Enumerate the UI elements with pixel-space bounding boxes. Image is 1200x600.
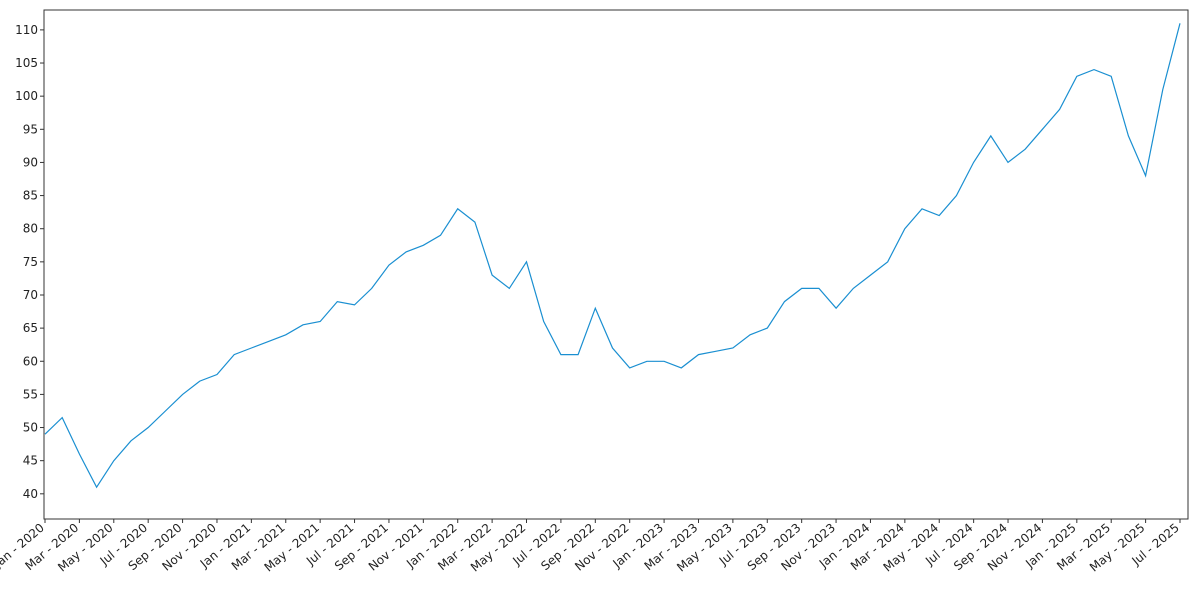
y-tick-label: 65 xyxy=(23,321,38,335)
y-tick-label: 105 xyxy=(15,56,38,70)
y-tick-label: 40 xyxy=(23,487,38,501)
y-tick-label: 70 xyxy=(23,288,38,302)
y-tick-label: 55 xyxy=(23,387,38,401)
y-tick-label: 45 xyxy=(23,454,38,468)
y-tick-label: 110 xyxy=(15,23,38,37)
y-tick-label: 90 xyxy=(23,155,38,169)
y-tick-label: 95 xyxy=(23,122,38,136)
y-tick-label: 80 xyxy=(23,222,38,236)
y-tick-label: 100 xyxy=(15,89,38,103)
plot-frame xyxy=(43,9,1189,520)
y-tick-label: 75 xyxy=(23,255,38,269)
y-tick-label: 50 xyxy=(23,421,38,435)
y-tick-label: 85 xyxy=(23,189,38,203)
y-tick-label: 60 xyxy=(23,354,38,368)
line xyxy=(44,23,1181,489)
